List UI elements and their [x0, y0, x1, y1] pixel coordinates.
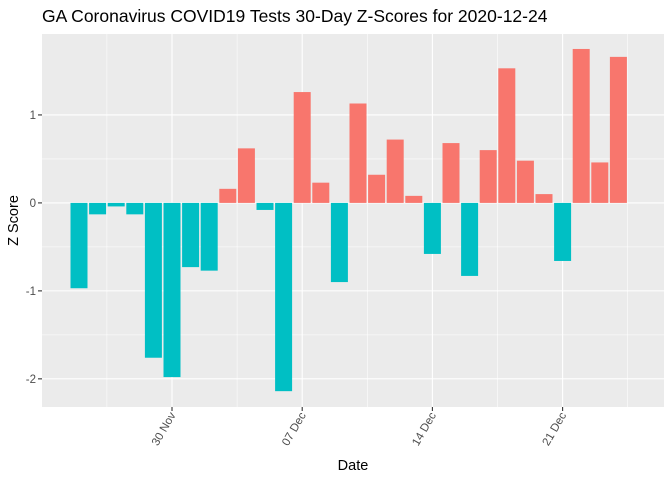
bar	[330, 202, 348, 283]
bar	[349, 103, 367, 203]
x-tick-label: 30 Nov	[150, 410, 179, 448]
bar	[70, 202, 88, 289]
bar	[237, 148, 255, 203]
y-tick-label: 1	[30, 110, 36, 122]
bar	[89, 202, 107, 215]
bar	[461, 202, 479, 276]
bar	[386, 139, 404, 203]
bar	[498, 68, 516, 203]
bar	[163, 202, 181, 378]
y-tick-label: -1	[26, 286, 36, 298]
bar	[516, 160, 534, 203]
y-tick-label: -2	[26, 374, 36, 386]
bar	[554, 202, 572, 261]
bar	[293, 92, 311, 203]
bar	[405, 195, 423, 203]
y-tick-label: 0	[30, 198, 36, 210]
bar	[535, 194, 553, 203]
x-tick-label: 07 Dec	[280, 410, 309, 448]
bar	[479, 150, 497, 203]
bar	[219, 188, 237, 203]
bar	[107, 202, 125, 207]
bar	[609, 56, 627, 203]
y-axis: -2 -1 0 1	[26, 110, 42, 386]
y-axis-label: Z Score	[6, 195, 22, 246]
x-axis: 30 Nov 07 Dec 14 Dec 21 Dec	[150, 407, 569, 448]
bar	[256, 202, 274, 210]
bar	[182, 202, 200, 268]
bar	[442, 143, 460, 203]
bar	[144, 202, 162, 358]
bar	[312, 182, 330, 203]
bar	[126, 202, 144, 215]
bar	[572, 48, 590, 203]
bars	[70, 48, 627, 392]
bar	[275, 202, 293, 392]
x-tick-label: 21 Dec	[541, 410, 570, 448]
bar	[200, 202, 218, 271]
bar	[591, 162, 609, 203]
bar	[368, 174, 386, 203]
bar	[423, 202, 441, 254]
x-axis-label: Date	[338, 458, 369, 474]
x-tick-label: 14 Dec	[410, 410, 439, 448]
chart-title: GA Coronavirus COVID19 Tests 30-Day Z-Sc…	[42, 6, 548, 26]
